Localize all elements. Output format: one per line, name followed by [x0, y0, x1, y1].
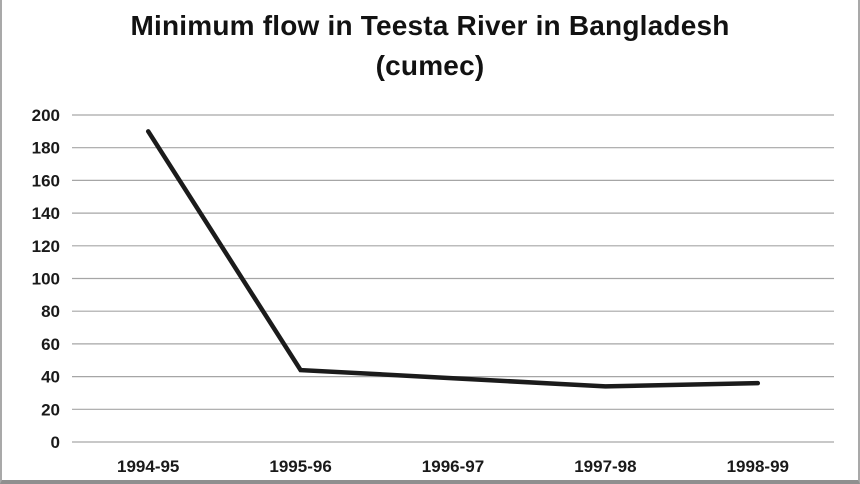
y-tick-label: 40: [41, 368, 60, 387]
y-tick-label: 60: [41, 335, 60, 354]
x-tick-label: 1997-98: [574, 457, 636, 476]
chart-title: Minimum flow in Teesta River in Banglade…: [2, 6, 858, 86]
y-tick-label: 0: [51, 433, 60, 452]
chart-title-line1: Minimum flow in Teesta River in Banglade…: [130, 10, 730, 41]
y-tick-label: 180: [32, 139, 60, 158]
chart-title-line2: (cumec): [375, 50, 485, 81]
y-tick-label: 120: [32, 237, 60, 256]
flow-line-series: [145, 129, 761, 389]
x-tick-label: 1995-96: [269, 457, 331, 476]
y-tick-label: 160: [32, 171, 60, 190]
y-tick-label: 20: [41, 400, 60, 419]
x-tick-label: 1994-95: [117, 457, 179, 476]
x-tick-label: 1998-99: [727, 457, 789, 476]
x-tick-label: 1996-97: [422, 457, 484, 476]
y-tick-label: 80: [41, 302, 60, 321]
y-tick-label: 200: [32, 106, 60, 125]
y-tick-label: 140: [32, 204, 60, 223]
y-tick-label: 100: [32, 270, 60, 289]
